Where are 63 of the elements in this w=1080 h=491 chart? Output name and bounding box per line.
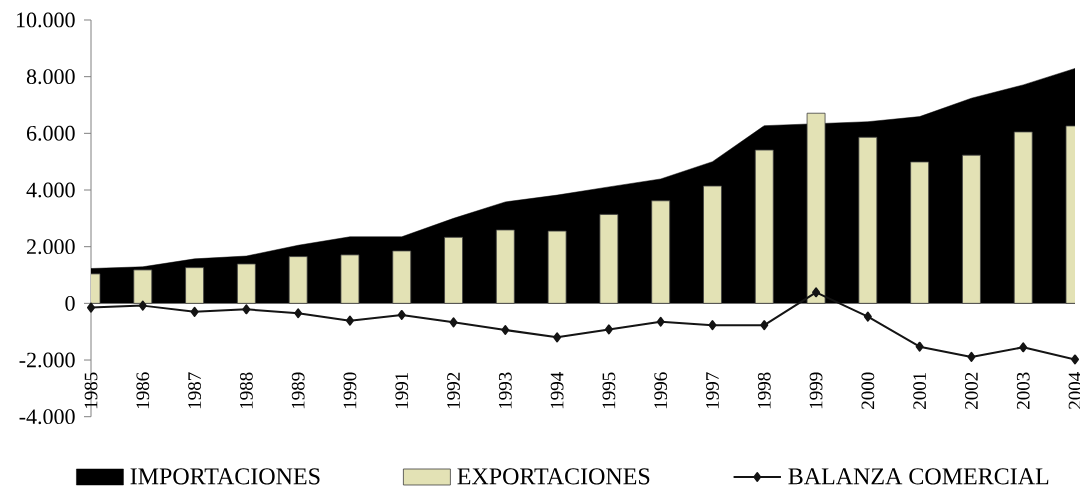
y-tick-label: 10.000 xyxy=(16,12,75,28)
point xyxy=(190,306,199,317)
x-tick-label: 1994 xyxy=(550,372,564,409)
x-tick-label: 1989 xyxy=(291,372,305,409)
x-tick-label: 1998 xyxy=(757,372,771,409)
bar xyxy=(806,112,826,304)
legend-label: EXPORTACIONES xyxy=(457,468,650,485)
x-tick-label: 1988 xyxy=(239,372,253,409)
point xyxy=(863,311,872,322)
point xyxy=(449,317,458,328)
point xyxy=(397,309,406,320)
bar xyxy=(962,154,981,304)
x-tick-label: 1999 xyxy=(809,372,823,409)
x-tick-label: 1987 xyxy=(188,372,201,409)
point xyxy=(708,320,717,331)
point xyxy=(915,341,924,352)
point xyxy=(656,316,665,327)
bar xyxy=(288,256,308,304)
bar xyxy=(236,263,256,304)
x-tick-label: 1990 xyxy=(343,372,357,409)
y-tick-label: 4.000 xyxy=(26,182,75,198)
y-tick-label: 2.000 xyxy=(27,239,75,255)
x-tick-label: 1986 xyxy=(136,372,150,409)
x-tick-label: 2000 xyxy=(861,372,875,409)
x-tick-label: 1985 xyxy=(84,372,98,409)
x-tick-label: 1991 xyxy=(395,372,409,409)
y-tick-label: 6.000 xyxy=(27,125,75,141)
point xyxy=(604,324,613,335)
y-tick-label: 8.000 xyxy=(26,69,75,85)
bar xyxy=(910,161,930,304)
point xyxy=(1019,342,1028,353)
bar xyxy=(392,250,412,304)
x-tick-label: 1997 xyxy=(706,372,719,409)
x-tick-label: 1992 xyxy=(447,372,460,409)
point xyxy=(967,351,976,362)
x-tick-label: 2001 xyxy=(913,372,927,409)
y-tick-label: 0 xyxy=(65,295,75,311)
x-tick-label: 2002 xyxy=(965,372,978,409)
point xyxy=(1071,354,1080,365)
x-tick-label: 2003 xyxy=(1016,372,1030,409)
x-tick-label: 1993 xyxy=(498,372,512,409)
legend-label: BALANZA COMERCIAL xyxy=(788,468,1049,485)
y-tick-label: -2.000 xyxy=(19,352,75,368)
bar xyxy=(495,229,515,304)
point xyxy=(345,315,354,326)
bar xyxy=(703,185,722,304)
bar xyxy=(1013,131,1033,304)
point xyxy=(294,308,303,319)
point xyxy=(242,304,251,315)
bar xyxy=(185,267,204,304)
point xyxy=(812,287,821,298)
y-tick-label: -4.000 xyxy=(19,409,75,425)
legend-label: IMPORTACIONES xyxy=(130,468,320,485)
x-tick-label: 1995 xyxy=(602,372,616,409)
bar xyxy=(754,149,774,304)
point xyxy=(138,300,147,311)
point xyxy=(760,320,769,331)
x-tick-label: 1996 xyxy=(654,372,668,409)
point xyxy=(87,302,95,313)
point xyxy=(553,332,562,343)
bar xyxy=(651,200,671,304)
point xyxy=(501,324,510,335)
bar xyxy=(444,236,463,304)
